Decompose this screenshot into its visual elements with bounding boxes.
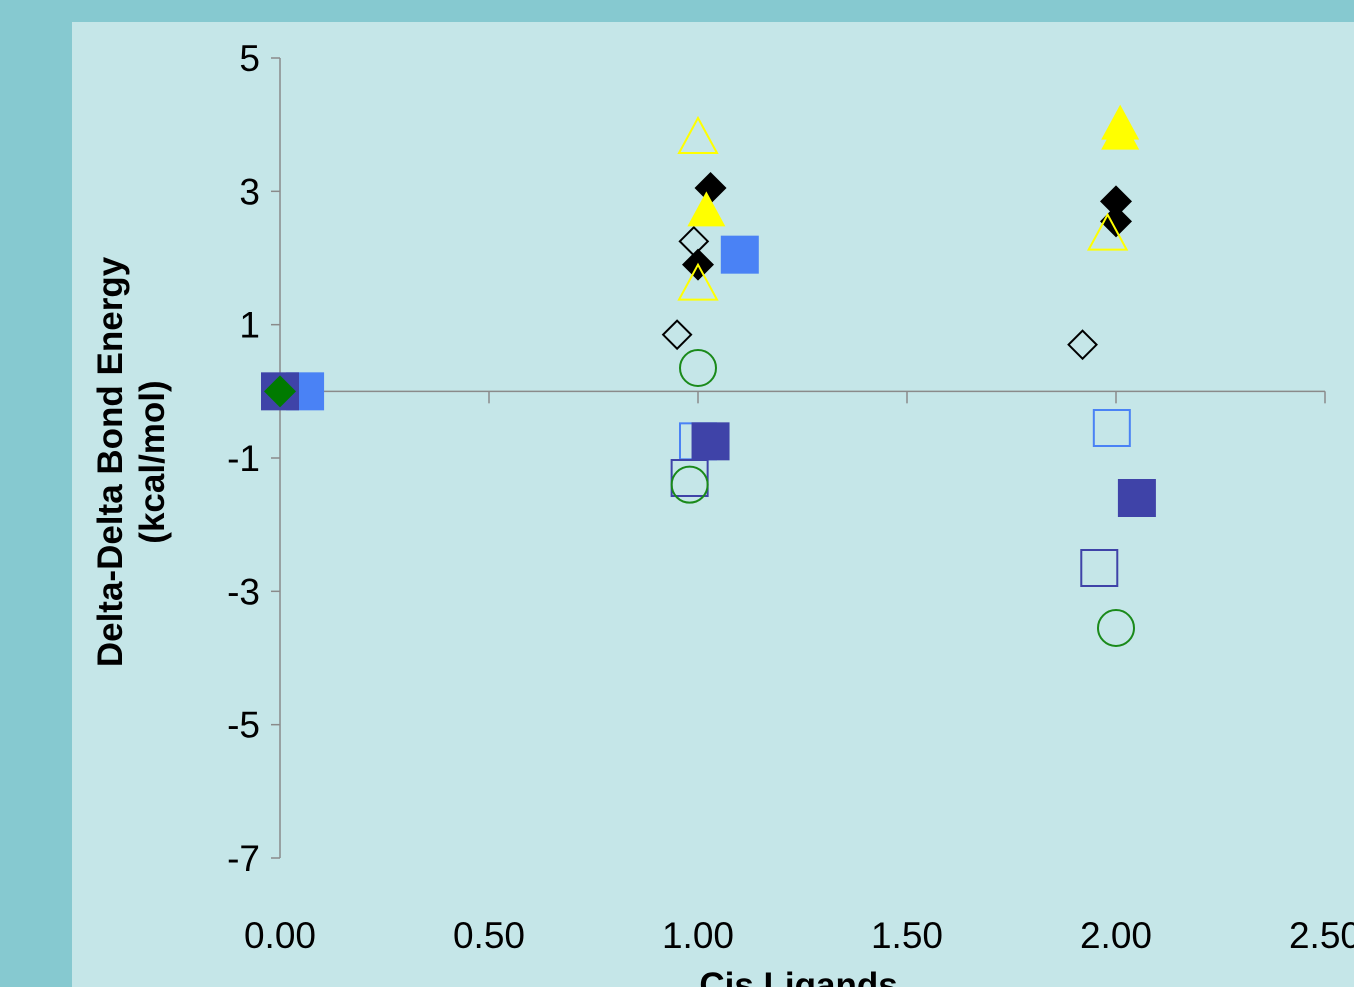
x-tick-label: 0.50 <box>453 915 525 956</box>
data-point-triangle <box>677 115 719 154</box>
x-axis-title: Cis Ligands <box>699 966 897 987</box>
y-tick-label: -5 <box>227 705 260 746</box>
data-point-square <box>691 422 730 461</box>
data-point-diamond <box>661 319 693 351</box>
x-tick-label: 1.00 <box>662 915 734 956</box>
data-point-square <box>1092 409 1131 447</box>
data-point-diamond <box>264 375 296 408</box>
data-point-diamond <box>1067 329 1098 361</box>
y-tick-label: -7 <box>227 838 260 879</box>
data-point-square <box>1117 479 1156 517</box>
data-point-triangle <box>687 191 726 227</box>
y-tick-label: 3 <box>239 171 260 212</box>
data-point-circle <box>670 465 709 504</box>
data-point-square <box>1080 549 1119 587</box>
data-point-triangle <box>1086 212 1129 251</box>
axes <box>271 57 1326 859</box>
x-tick-label: 2.00 <box>1080 915 1152 956</box>
data-point-diamond <box>1100 185 1132 218</box>
data-point-circle <box>1097 609 1135 647</box>
y-axis-title-line: Delta-Delta Bond Energy <box>91 256 130 667</box>
data-point-triangle <box>1101 114 1140 150</box>
axis-labels: 5 3 1 -1 -3 -5 -7 0.00 0.50 1.00 1.50 2.00 2.50 Cis L… <box>91 38 1354 987</box>
x-tick-label: 1.50 <box>871 915 943 956</box>
x-tick-label: 0.00 <box>244 915 316 956</box>
y-tick-label: -1 <box>227 438 260 479</box>
data-point-triangle <box>677 262 719 301</box>
scatter-plot: 5 3 1 -1 -3 -5 -7 0.00 0.50 1.00 1.50 2.00 2.50 Cis L… <box>91 38 1354 987</box>
data-point-diamond <box>694 172 727 204</box>
data-point-circle <box>679 349 717 387</box>
y-tick-label: 1 <box>239 305 260 346</box>
x-tick-label: 2.50 <box>1289 915 1354 956</box>
data-point-square <box>670 459 709 497</box>
y-axis-title-line: (kcal/mol) <box>133 380 172 543</box>
data-marks <box>261 104 1156 647</box>
chart-panel: 5 3 1 -1 -3 -5 -7 0.00 0.50 1.00 1.50 2.00 2.50 Cis L… <box>72 22 1354 987</box>
data-point-diamond <box>678 225 710 257</box>
y-tick-label: -3 <box>227 571 260 612</box>
data-point-square <box>720 235 759 274</box>
y-tick-label: 5 <box>239 38 260 79</box>
